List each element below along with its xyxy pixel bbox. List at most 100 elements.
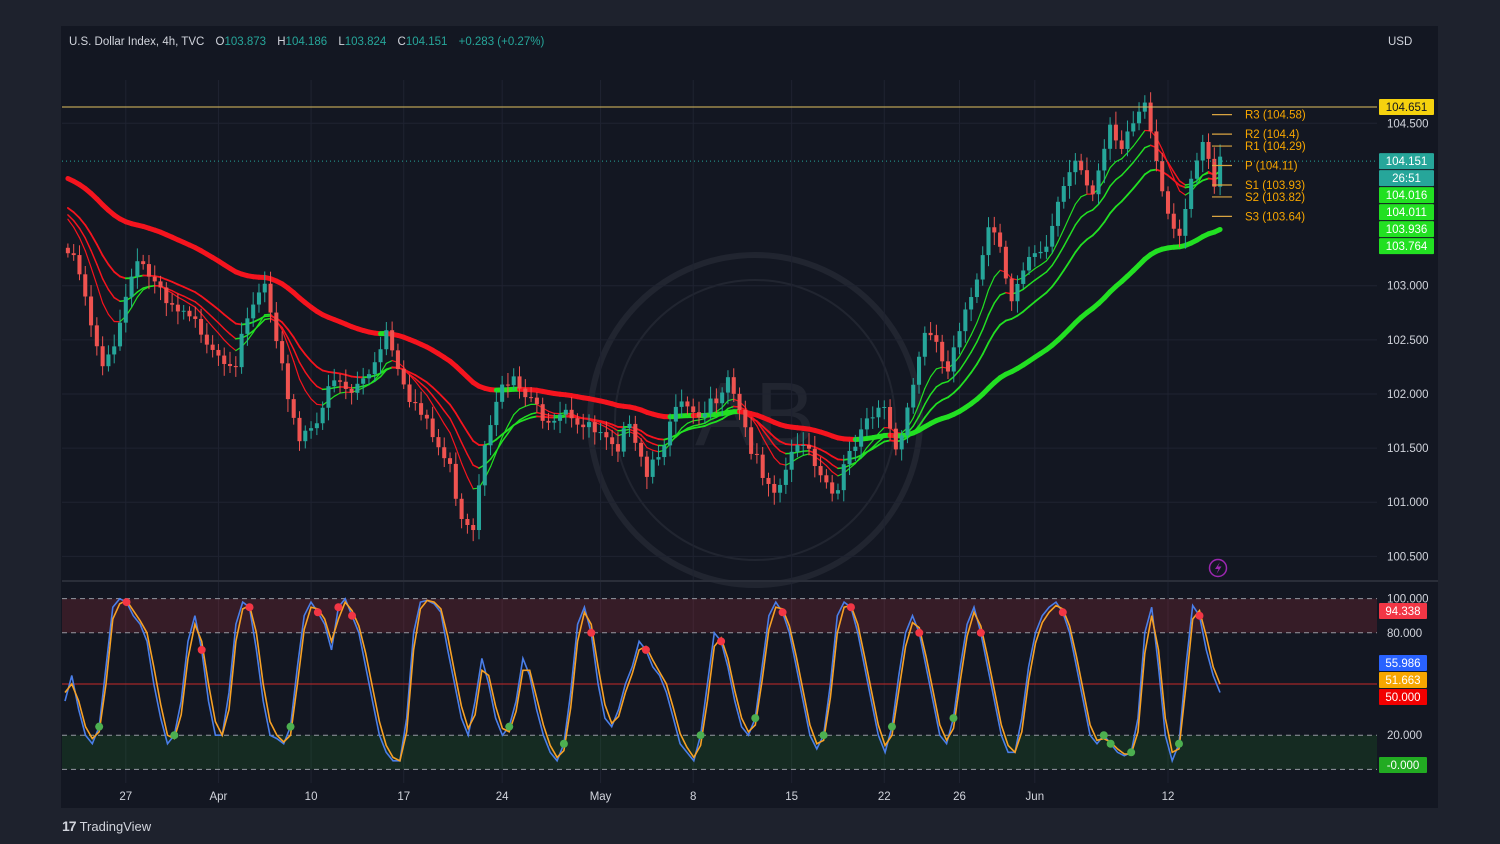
ma-segment <box>339 391 347 394</box>
lightning-icon[interactable] <box>1208 558 1228 578</box>
ma-segment <box>1004 317 1013 322</box>
ma-segment <box>686 427 695 431</box>
ma-segment <box>646 446 654 451</box>
ma-segment <box>1097 195 1106 206</box>
candle-body <box>783 469 788 485</box>
ma-segment <box>78 216 87 226</box>
currency-label[interactable]: USD <box>1388 36 1412 48</box>
ma-segment <box>252 324 260 332</box>
candle-body <box>1009 278 1014 302</box>
symbol-name: U.S. Dollar Index, 4h, TVC <box>69 36 204 48</box>
ma-segment <box>107 263 116 273</box>
ma-segment <box>327 371 336 374</box>
candle-body <box>754 453 759 455</box>
ma-segment <box>119 275 127 280</box>
candle-body <box>158 281 163 288</box>
candle-body <box>1177 228 1182 236</box>
ma-segment <box>1126 161 1135 170</box>
ma-segment <box>802 453 810 456</box>
ma-segment <box>1126 145 1134 154</box>
candle-body <box>934 335 939 342</box>
ma-segment <box>136 287 144 293</box>
open-label: O <box>216 36 225 48</box>
ma-segment <box>912 415 920 427</box>
ma-segment <box>206 311 214 319</box>
stoch-line <box>64 597 1221 764</box>
ma-segment <box>831 455 839 461</box>
ma-segment <box>1126 187 1135 196</box>
ma-segment <box>680 428 689 433</box>
price-pane[interactable] <box>65 92 1223 542</box>
ma-segment <box>1091 228 1100 237</box>
ma-segment <box>374 375 382 382</box>
ma-segment <box>796 454 804 459</box>
candle-body <box>876 407 881 418</box>
ma-segment <box>918 416 926 427</box>
candle-body <box>170 303 175 305</box>
candle-body <box>384 330 389 350</box>
ma-segment <box>246 331 254 342</box>
candle-body <box>378 349 383 363</box>
ma-segment <box>281 329 289 346</box>
stoch-y-tick-label: 80.000 <box>1387 628 1422 640</box>
ma-segment <box>611 430 619 437</box>
y-tick-label: 102.000 <box>1387 389 1429 401</box>
ma-segment <box>1097 221 1106 231</box>
candle-body <box>702 413 707 418</box>
ma-segment <box>246 330 254 337</box>
candle-body <box>297 417 302 442</box>
ma-segment <box>779 450 787 455</box>
candle-body <box>795 445 800 452</box>
candle-body <box>476 485 482 531</box>
ma-segment <box>970 363 978 374</box>
candle-body <box>581 424 586 428</box>
candle-body <box>870 417 875 419</box>
stochastic-pane[interactable] <box>62 597 1377 770</box>
ma-segment <box>709 416 718 421</box>
ma-segment <box>200 295 208 302</box>
price-badge <box>1379 187 1434 204</box>
price-badges: 104.651 104.151 26:51 104.016 104.011 103.936… <box>1379 98 1434 773</box>
stoch-sell-dot <box>122 598 131 607</box>
ma-segment <box>813 446 822 451</box>
change-value: +0.283 (+0.27%) <box>459 36 545 48</box>
overbought-zone <box>62 598 1377 633</box>
ma-segment <box>756 425 764 439</box>
ma-segment <box>1068 203 1076 218</box>
legend-title: U.S. Dollar Index, 4h, TVC O103.873 H104… <box>69 36 544 48</box>
ma-segment <box>1161 153 1169 164</box>
candle-body <box>1183 208 1188 236</box>
candle-body <box>280 341 285 364</box>
candle-body <box>534 397 539 405</box>
ma-segment <box>883 439 891 443</box>
ma-segment <box>310 398 318 405</box>
ma-segment <box>866 447 874 453</box>
candle-body <box>610 437 615 445</box>
candle-body <box>685 401 690 407</box>
ma-segment <box>368 380 376 386</box>
ma-segment <box>188 298 197 303</box>
y-tick-label: 100.500 <box>1387 551 1429 563</box>
y-tick-label: 101.000 <box>1387 497 1429 509</box>
pivot-label: R1 (104.29) <box>1245 141 1306 153</box>
stoch-buy-dot <box>751 714 760 723</box>
ma-segment <box>420 388 428 396</box>
candle-body <box>558 414 563 421</box>
ma-segment <box>530 411 538 415</box>
candle-body <box>494 401 499 426</box>
ma-segment <box>819 460 827 467</box>
candle-body <box>905 407 910 436</box>
candle-body <box>465 519 470 526</box>
ma-segment <box>455 446 463 464</box>
ma-segment <box>929 386 938 396</box>
candle-body <box>181 310 186 312</box>
candle-body <box>998 232 1003 247</box>
ma-segment <box>217 308 226 316</box>
candle-body <box>708 398 713 414</box>
tradingview-brand[interactable]: 17 TradingView <box>62 818 151 834</box>
candle-body <box>1061 185 1066 202</box>
candle-body <box>586 422 592 428</box>
candle-body <box>1084 170 1089 186</box>
candle-body <box>992 227 997 233</box>
